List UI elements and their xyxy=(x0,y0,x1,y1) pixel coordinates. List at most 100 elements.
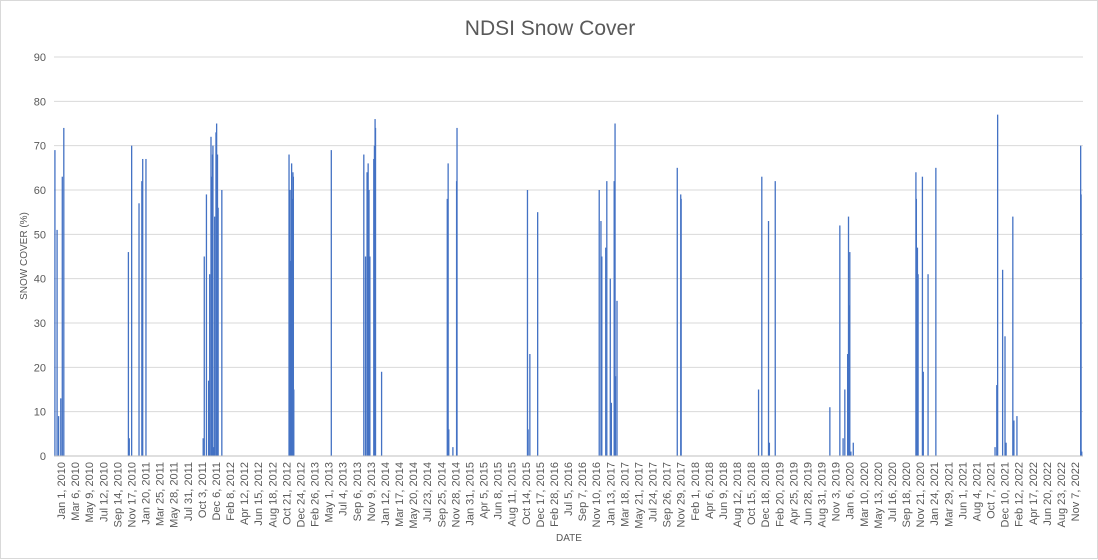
x-tick-label: Jan 1, 2010 xyxy=(56,462,68,520)
x-tick-label: Nov 9, 2013 xyxy=(366,462,378,521)
bar xyxy=(680,198,682,456)
x-tick-label: Dec 10, 2021 xyxy=(1000,462,1012,527)
bar xyxy=(1081,451,1083,456)
bar xyxy=(917,274,919,456)
x-tick-label: Apr 25, 2019 xyxy=(788,462,800,525)
bar xyxy=(850,451,852,456)
bar xyxy=(212,145,214,457)
bar xyxy=(768,442,771,456)
bar xyxy=(849,252,851,456)
x-tick-label: Jul 31, 2011 xyxy=(183,462,195,521)
bar xyxy=(54,150,56,456)
x-tick-label: Sep 7, 2016 xyxy=(577,462,589,521)
x-tick-label: Nov 17, 2010 xyxy=(126,462,138,527)
x-axis-title: DATE xyxy=(556,533,582,544)
x-tick-label: Oct 3, 2011 xyxy=(197,462,209,518)
x-tick-label: Jun 1, 2021 xyxy=(957,462,969,520)
bar xyxy=(290,260,292,456)
x-tick-label: Feb 12, 2022 xyxy=(1014,462,1026,527)
bar xyxy=(363,154,365,456)
bar xyxy=(614,376,617,456)
gridlines xyxy=(54,56,1083,413)
bar xyxy=(1005,442,1007,456)
bar xyxy=(526,190,529,456)
bar xyxy=(128,438,130,456)
y-tick-label: 40 xyxy=(34,274,46,286)
bar xyxy=(921,176,924,456)
bar xyxy=(205,194,208,456)
bar xyxy=(364,256,367,456)
x-tick-label: May 9, 2010 xyxy=(84,462,96,523)
x-tick-label: Aug 23, 2022 xyxy=(1056,462,1068,527)
bar xyxy=(131,145,133,457)
x-tick-label: Mar 17, 2014 xyxy=(394,462,406,527)
y-tick-label: 30 xyxy=(34,318,46,330)
bar xyxy=(996,114,999,456)
x-tick-label: Mar 10, 2020 xyxy=(859,462,871,527)
x-tick-label: Jul 5, 2016 xyxy=(563,462,575,516)
bar xyxy=(1013,420,1015,456)
y-tick-label: 50 xyxy=(34,229,46,241)
bar xyxy=(202,438,204,456)
x-tick-label: Oct 14, 2015 xyxy=(521,462,533,525)
x-tick-label: Nov 3, 2019 xyxy=(831,462,843,521)
bar xyxy=(605,247,607,456)
x-tick-label: Mar 25, 2011 xyxy=(155,462,167,526)
x-tick-label: Sep 26, 2017 xyxy=(662,462,674,527)
bar-series xyxy=(54,114,1083,457)
bar xyxy=(452,447,454,456)
bar xyxy=(216,154,219,456)
y-tick-label: 70 xyxy=(34,141,46,153)
bar xyxy=(380,371,383,456)
x-tick-label: Sep 14, 2010 xyxy=(112,462,124,527)
x-tick-label: May 13, 2020 xyxy=(873,462,885,529)
x-tick-label: Jan 24, 2021 xyxy=(929,462,941,526)
bar xyxy=(610,402,613,456)
x-tick-label: Dec 17, 2015 xyxy=(535,462,547,527)
bar xyxy=(616,300,618,456)
bar xyxy=(1012,216,1014,456)
x-tick-label: Aug 4, 2021 xyxy=(971,462,983,521)
bar xyxy=(213,447,215,456)
bar xyxy=(916,247,919,456)
bar xyxy=(447,163,449,456)
x-tick-label: Mar 18, 2017 xyxy=(619,462,631,527)
bar xyxy=(529,354,531,456)
bar xyxy=(207,380,210,456)
bar xyxy=(446,198,448,456)
bar xyxy=(614,123,616,456)
y-axis-title: SNOW COVER (%) xyxy=(19,212,30,300)
bar xyxy=(145,158,147,456)
x-tick-label: Jan 31, 2015 xyxy=(464,462,476,526)
bar xyxy=(288,154,290,456)
x-tick-label: Oct 15, 2018 xyxy=(746,462,758,525)
bar xyxy=(839,225,841,456)
y-tick-label: 90 xyxy=(34,52,46,64)
x-tick-label: Nov 29, 2017 xyxy=(676,462,688,527)
bar xyxy=(141,181,143,456)
bar xyxy=(214,216,216,456)
x-tick-label: Jun 28, 2019 xyxy=(802,462,814,526)
y-tick-label: 10 xyxy=(34,407,46,419)
bar xyxy=(609,278,611,456)
y-tick-label: 60 xyxy=(34,185,46,197)
bar xyxy=(210,176,213,456)
x-tick-label: Apr 5, 2015 xyxy=(479,462,491,519)
bar xyxy=(601,256,603,456)
x-tick-label: Jan 20, 2011 xyxy=(141,462,153,525)
bar xyxy=(846,354,849,456)
x-tick-label: Nov 7, 2022 xyxy=(1070,462,1082,521)
x-tick-label: Jun 9, 2018 xyxy=(718,462,730,520)
x-tick-label: Sep 25, 2014 xyxy=(436,462,448,527)
bar xyxy=(844,389,846,456)
bar xyxy=(598,190,600,456)
bar xyxy=(1004,336,1006,456)
bar xyxy=(56,229,58,456)
x-tick-label: Aug 31, 2019 xyxy=(817,462,829,527)
x-tick-label: Jun 15, 2012 xyxy=(253,462,265,526)
bar xyxy=(761,176,763,456)
bar xyxy=(774,181,776,456)
bar xyxy=(293,389,295,456)
x-tick-label: Dec 24, 2012 xyxy=(295,462,307,527)
bar xyxy=(996,385,998,456)
